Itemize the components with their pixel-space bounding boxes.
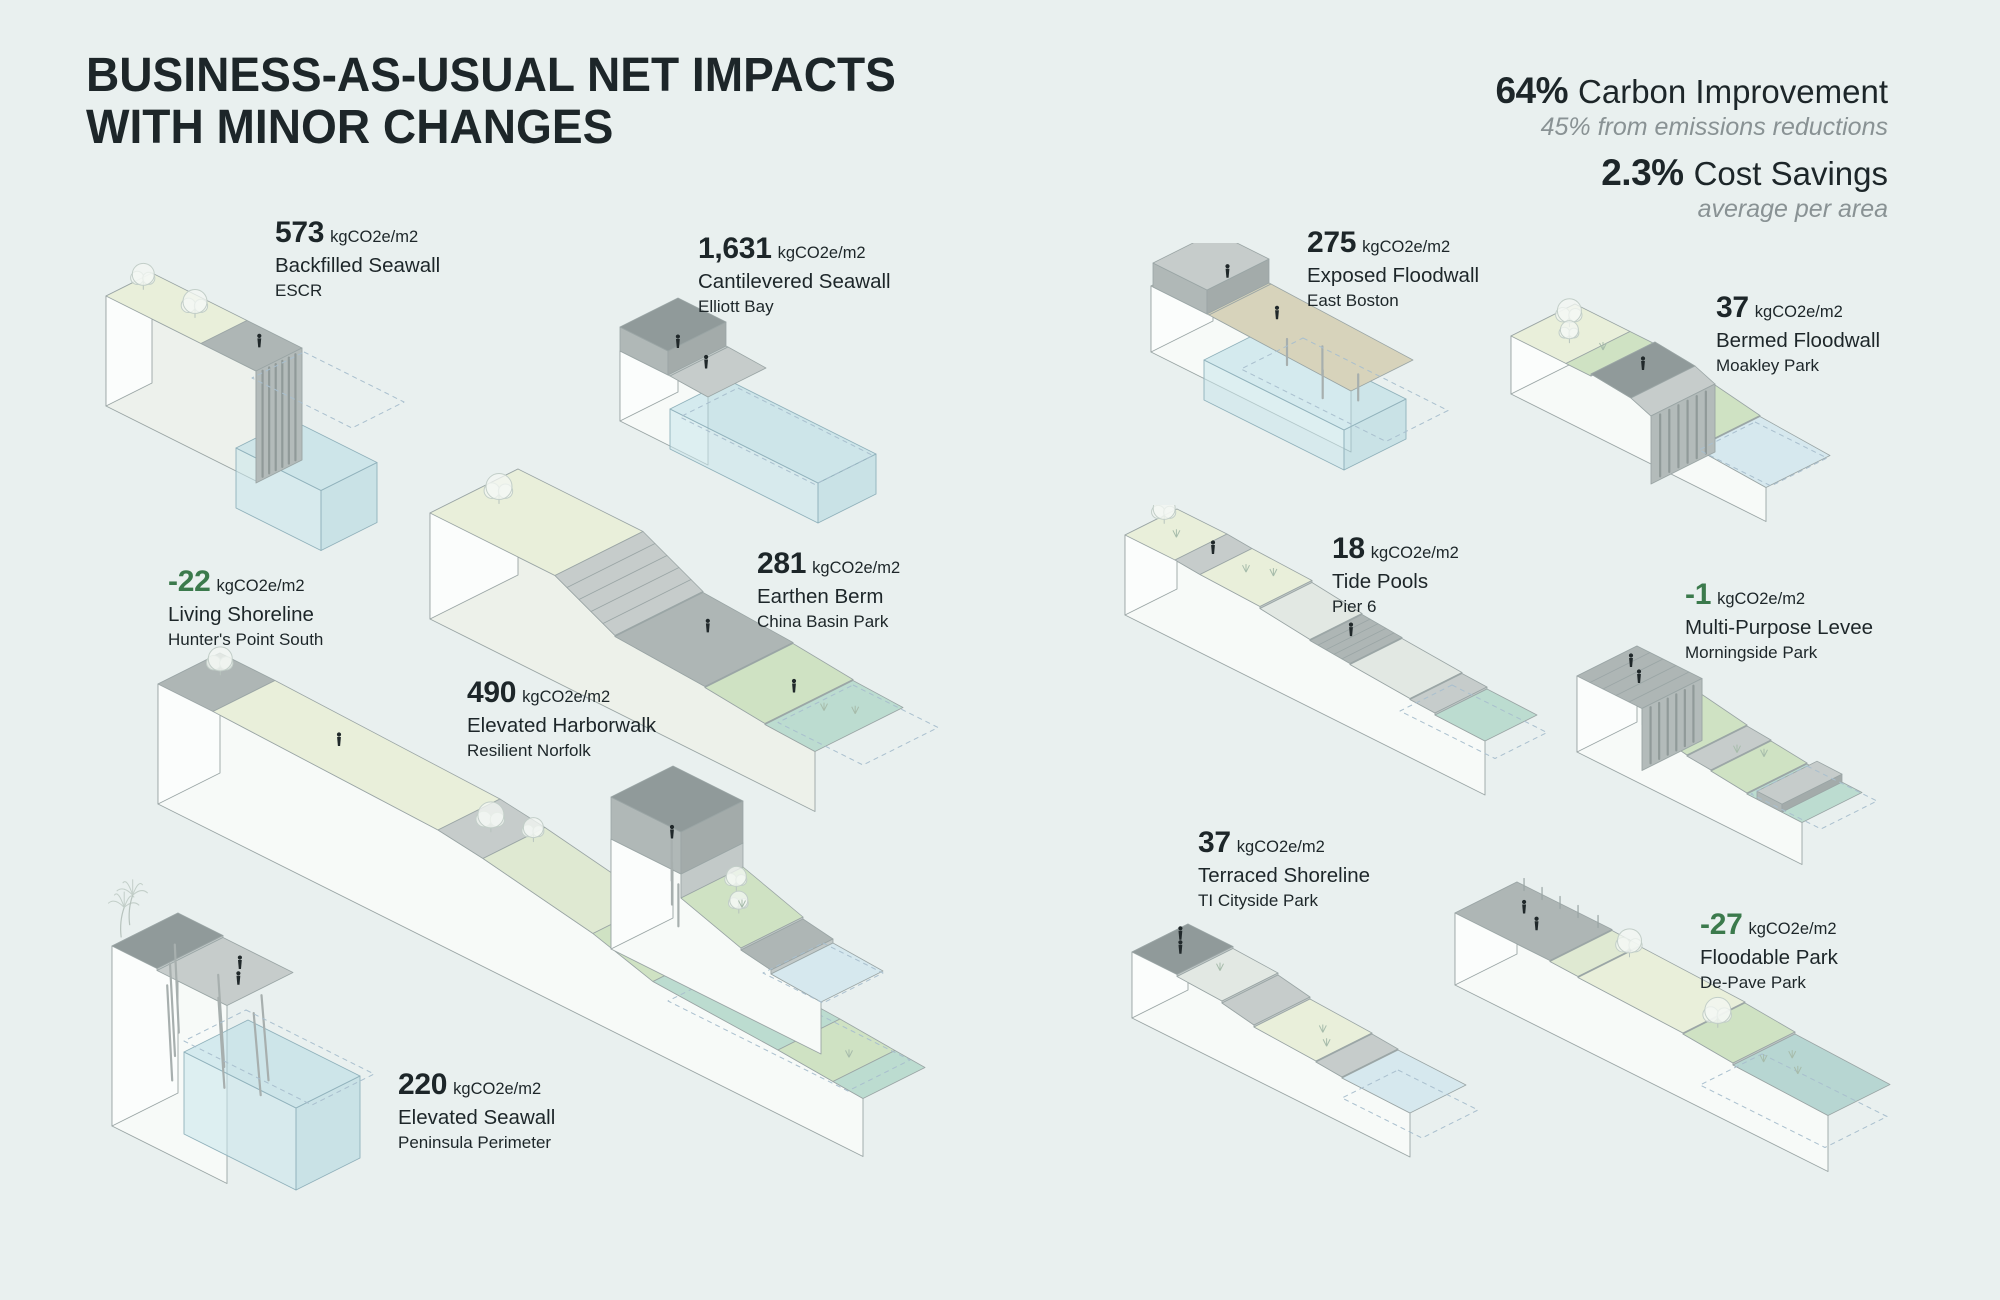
project-location: East Boston	[1307, 291, 1399, 311]
project-location: TI Cityside Park	[1198, 891, 1318, 911]
label-elevated-seawall: 220 kgCO2e/m2 Elevated Seawall Peninsula …	[398, 1068, 555, 1153]
type-name: Elevated Seawall	[398, 1105, 556, 1129]
impact-unit: kgCO2e/m2	[1236, 838, 1325, 856]
project-location: Morningside Park	[1685, 643, 1818, 663]
summary-stats: 64% Carbon Improvement 45% from emissions…	[1495, 72, 1888, 236]
label-cantilevered-seawall: 1,631 kgCO2e/m2 Cantilevered Seawall Elli…	[698, 232, 891, 317]
impact-value: 37	[1716, 291, 1749, 324]
carbon-improvement-stat: 64% Carbon Improvement	[1495, 72, 1888, 109]
label-backfilled-seawall: 573 kgCO2e/m2 Backfilled Seawall ESCR	[275, 216, 440, 301]
impact-unit: kgCO2e/m2	[216, 577, 305, 595]
cost-savings-value: 2.3%	[1601, 152, 1684, 193]
label-floodable-park: -27 kgCO2e/m2 Floodable Park De-Pave Park	[1700, 908, 1838, 993]
terraced-shoreline-illustration	[1131, 923, 1479, 1158]
page-title: BUSINESS-AS-USUAL NET IMPACTS WITH MINOR…	[86, 50, 896, 154]
type-name: Exposed Floodwall	[1307, 263, 1480, 287]
carbon-improvement-label: Carbon Improvement	[1578, 73, 1888, 110]
label-earthen-berm: 281 kgCO2e/m2 Earthen Berm China Basin Pa…	[757, 547, 900, 632]
impact-unit: kgCO2e/m2	[1754, 303, 1843, 321]
label-terraced-shoreline: 37 kgCO2e/m2 Terraced Shoreline TI Citysi…	[1198, 826, 1370, 911]
type-name: Backfilled Seawall	[275, 253, 441, 277]
impact-unit: kgCO2e/m2	[812, 559, 901, 577]
impact-value: 220	[398, 1068, 448, 1101]
impact-value: -1	[1685, 578, 1712, 611]
type-name: Cantilevered Seawall	[698, 269, 891, 293]
project-location: Moakley Park	[1716, 356, 1819, 376]
type-name: Elevated Harborwalk	[467, 713, 657, 737]
type-name: Earthen Berm	[757, 584, 884, 608]
label-living-shoreline: -22 kgCO2e/m2 Living Shoreline Hunter's P…	[168, 565, 323, 650]
title-line-1: BUSINESS-AS-USUAL NET IMPACTS	[86, 49, 896, 102]
impact-unit: kgCO2e/m2	[1748, 920, 1837, 938]
impact-unit: kgCO2e/m2	[1717, 590, 1806, 608]
impact-unit: kgCO2e/m2	[1362, 238, 1451, 256]
impact-value: 275	[1307, 226, 1357, 259]
label-elevated-harborwalk: 490 kgCO2e/m2 Elevated Harborwalk Resilie…	[467, 676, 656, 761]
project-location: Pier 6	[1332, 597, 1377, 617]
impact-unit: kgCO2e/m2	[453, 1080, 542, 1098]
impact-value: -22	[168, 565, 211, 598]
project-location: De-Pave Park	[1700, 973, 1806, 993]
impact-unit: kgCO2e/m2	[522, 688, 611, 706]
cost-savings-note: average per area	[1697, 195, 1888, 223]
label-tide-pools: 18 kgCO2e/m2 Tide Pools Pier 6	[1332, 532, 1459, 617]
project-location: Peninsula Perimeter	[398, 1133, 552, 1153]
label-multi-purpose-levee: -1 kgCO2e/m2 Multi-Purpose Levee Mornings…	[1685, 578, 1873, 663]
type-name: Living Shoreline	[168, 602, 314, 626]
carbon-improvement-note: 45% from emissions reductions	[1540, 113, 1888, 141]
impact-unit: kgCO2e/m2	[1370, 544, 1459, 562]
label-exposed-floodwall: 275 kgCO2e/m2 Exposed Floodwall East Bost…	[1307, 226, 1479, 311]
impact-unit: kgCO2e/m2	[777, 244, 866, 262]
cost-savings-stat: 2.3% Cost Savings	[1495, 154, 1888, 191]
type-name: Tide Pools	[1332, 569, 1429, 593]
project-location: Hunter's Point South	[168, 630, 324, 650]
type-name: Multi-Purpose Levee	[1685, 615, 1874, 639]
earthen-berm-illustration	[429, 468, 939, 812]
type-name: Bermed Floodwall	[1716, 328, 1881, 352]
title-line-2: WITH MINOR CHANGES	[86, 100, 614, 154]
impact-value: -27	[1700, 908, 1743, 941]
impact-unit: kgCO2e/m2	[330, 228, 419, 246]
impact-value: 573	[275, 216, 325, 249]
impact-value: 37	[1198, 826, 1231, 859]
impact-value: 281	[757, 547, 807, 580]
type-name: Floodable Park	[1700, 945, 1838, 969]
impact-value: 18	[1332, 532, 1365, 565]
project-location: Resilient Norfolk	[467, 741, 591, 761]
project-location: ESCR	[275, 281, 323, 301]
type-name: Terraced Shoreline	[1198, 863, 1371, 887]
cantilevered-seawall-illustration	[619, 297, 877, 524]
cost-savings-label: Cost Savings	[1693, 155, 1888, 192]
impact-value: 1,631	[698, 232, 772, 265]
project-location: Elliott Bay	[698, 297, 774, 317]
elevated-harborwalk-illustration	[610, 765, 884, 1055]
impact-value: 490	[467, 676, 517, 709]
multi-purpose-levee-illustration	[1576, 645, 1878, 865]
carbon-improvement-value: 64%	[1495, 70, 1569, 111]
label-bermed-floodwall: 37 kgCO2e/m2 Bermed Floodwall Moakley Par…	[1716, 291, 1880, 376]
project-location: China Basin Park	[757, 612, 889, 632]
elevated-seawall-illustration	[107, 879, 375, 1191]
